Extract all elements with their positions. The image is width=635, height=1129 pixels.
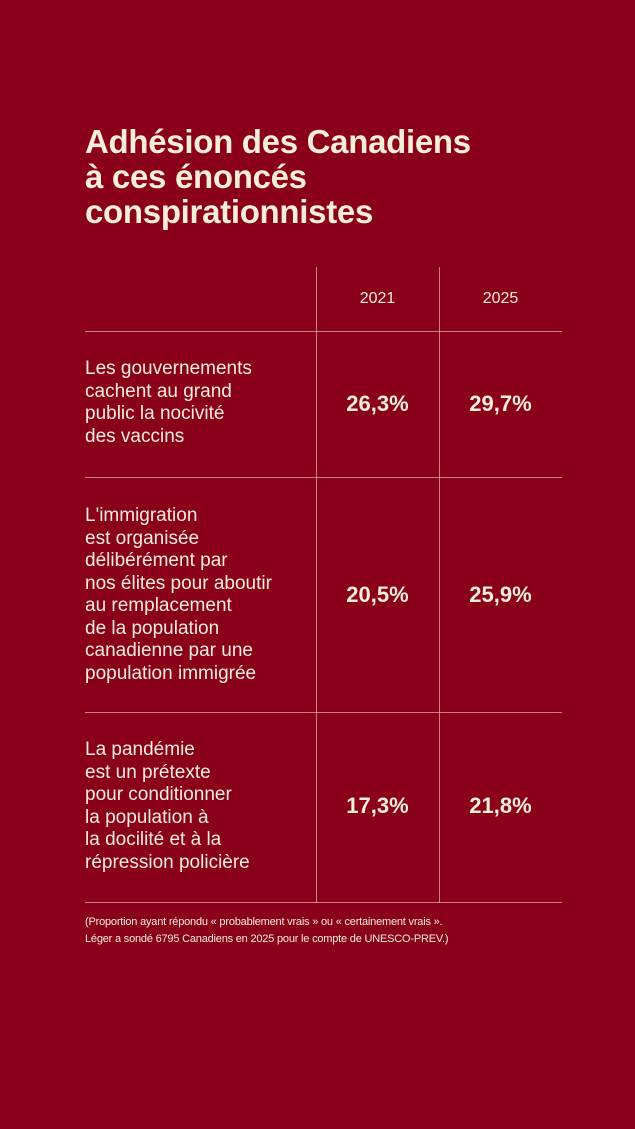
value-2025: 29,7% [469, 391, 532, 416]
row-divider [85, 712, 562, 713]
statement-text: L'immigration est organisée délibérément… [85, 505, 272, 684]
table-bottom-border [85, 902, 562, 903]
page-title: Adhésion des Canadiens à ces énoncés con… [85, 123, 471, 230]
column-header-2021: 2021 [359, 290, 396, 307]
statement-text: Les gouvernements cachent au grand publi… [85, 358, 252, 447]
row-divider [85, 331, 562, 332]
value-2021: 17,3% [346, 793, 409, 818]
value-2025: 25,9% [469, 582, 532, 607]
value-2021: 26,3% [346, 391, 409, 416]
value-2021: 20,5% [346, 582, 409, 607]
source-note: (Proportion ayant répondu « probablement… [85, 916, 449, 945]
table-row-vaccins: Les gouvernements cachent au grand publi… [85, 332, 562, 478]
column-divider-2025 [439, 267, 440, 903]
table-row-immigration: L'immigration est organisée délibérément… [85, 478, 562, 712]
statement-text: La pandémie est un prétexte pour conditi… [85, 739, 250, 873]
column-divider-2021 [316, 267, 317, 903]
column-header-2025: 2025 [482, 290, 519, 307]
table-row-pandemie: La pandémie est un prétexte pour conditi… [85, 713, 562, 902]
value-2025: 21,8% [469, 793, 532, 818]
row-divider [85, 477, 562, 478]
